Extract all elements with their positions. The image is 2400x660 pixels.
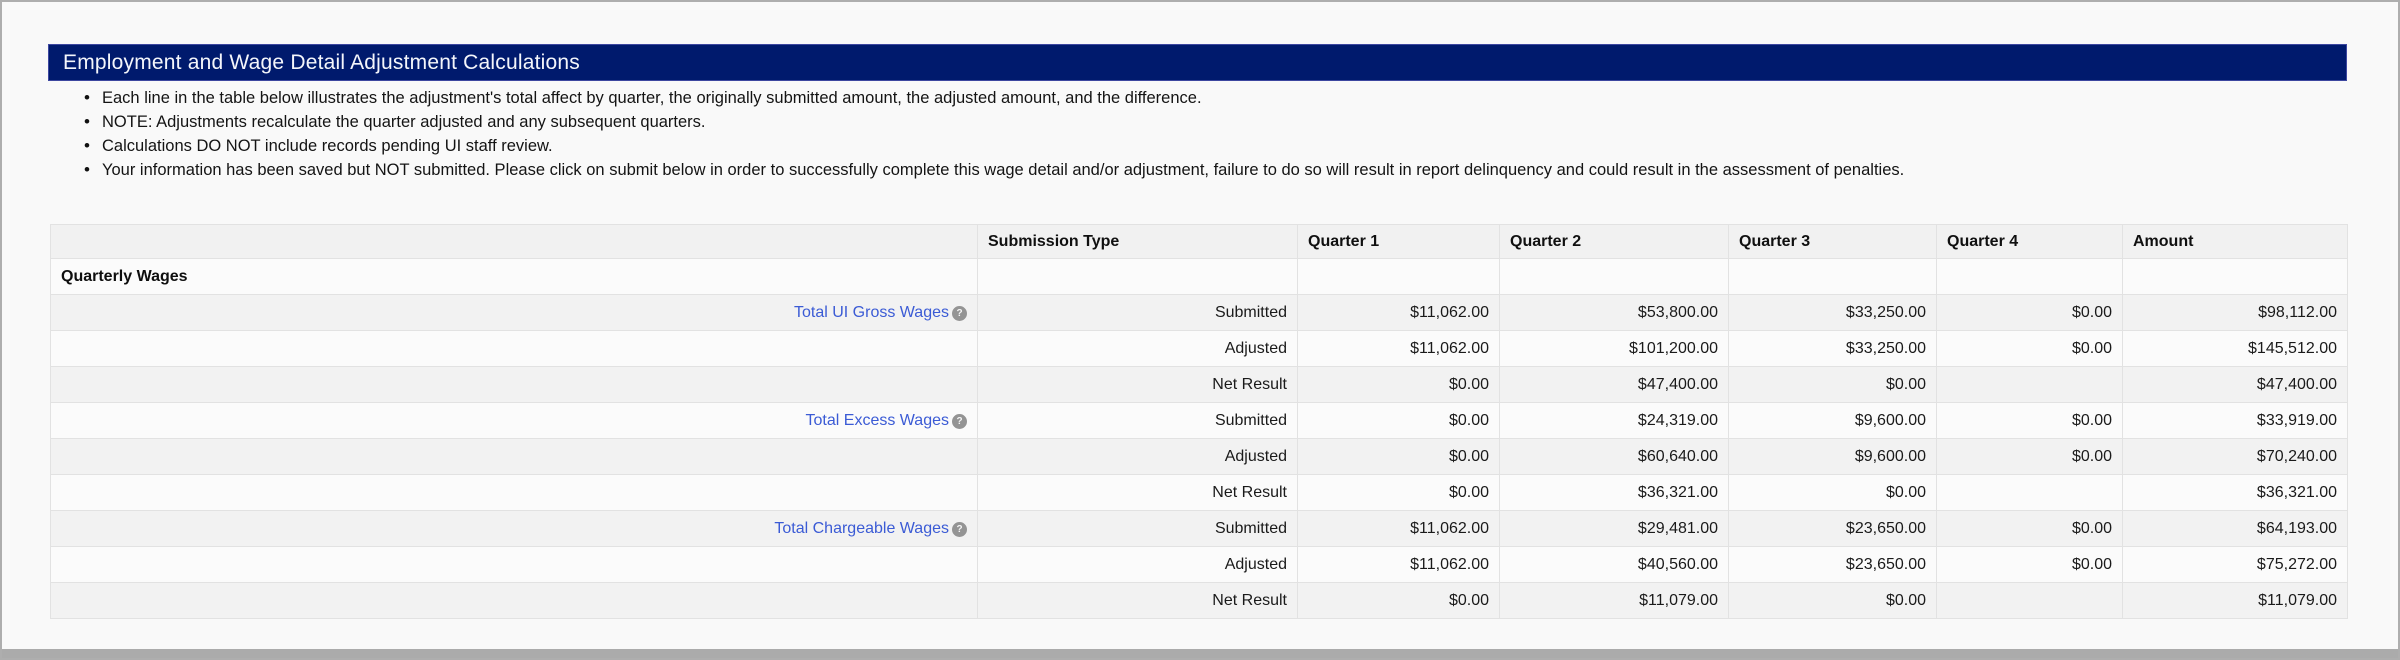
amount-cell: $11,079.00 — [2122, 582, 2348, 619]
help-icon[interactable]: ? — [952, 305, 967, 321]
help-icon[interactable]: ? — [952, 413, 967, 429]
q2-cell: $29,481.00 — [1499, 510, 1729, 547]
q1-cell: $11,062.00 — [1297, 546, 1500, 583]
table-row: Net Result $0.00 $11,079.00 $0.00 $11,07… — [50, 582, 2348, 619]
q4-cell: $0.00 — [1936, 294, 2123, 331]
notes-list: Each line in the table below illustrates… — [48, 86, 2348, 182]
header-quarter-1: Quarter 1 — [1297, 224, 1500, 259]
submission-type-cell: Submitted — [977, 294, 1298, 331]
q1-cell: $0.00 — [1297, 402, 1500, 439]
q3-cell: $33,250.00 — [1728, 294, 1937, 331]
note-item: Each line in the table below illustrates… — [48, 86, 2348, 110]
q4-cell — [1936, 582, 2123, 619]
q3-cell: $33,250.00 — [1728, 330, 1937, 367]
table-row: Total Chargeable Wages? Submitted $11,06… — [50, 510, 2348, 547]
amount-cell: $64,193.00 — [2122, 510, 2348, 547]
q1-cell: $0.00 — [1297, 366, 1500, 403]
q4-cell: $0.00 — [1936, 402, 2123, 439]
table-row: Total Excess Wages? Submitted $0.00 $24,… — [50, 402, 2348, 439]
table-row: Net Result $0.00 $36,321.00 $0.00 $36,32… — [50, 474, 2348, 511]
section-row: Quarterly Wages — [50, 258, 2348, 295]
amount-cell: $70,240.00 — [2122, 438, 2348, 475]
q2-cell: $60,640.00 — [1499, 438, 1729, 475]
q3-cell: $23,650.00 — [1728, 510, 1937, 547]
table-row: Net Result $0.00 $47,400.00 $0.00 $47,40… — [50, 366, 2348, 403]
adjustment-calculations-table: Submission Type Quarter 1 Quarter 2 Quar… — [50, 224, 2348, 619]
note-item: Your information has been saved but NOT … — [48, 158, 2348, 182]
header-quarter-3: Quarter 3 — [1728, 224, 1937, 259]
help-icon[interactable]: ? — [952, 521, 967, 537]
submission-type-cell: Net Result — [977, 474, 1298, 511]
section-label: Quarterly Wages — [50, 258, 978, 295]
q2-cell: $24,319.00 — [1499, 402, 1729, 439]
header-quarter-4: Quarter 4 — [1936, 224, 2123, 259]
amount-cell: $36,321.00 — [2122, 474, 2348, 511]
amount-cell: $47,400.00 — [2122, 366, 2348, 403]
q1-cell: $11,062.00 — [1297, 294, 1500, 331]
table-header-row: Submission Type Quarter 1 Quarter 2 Quar… — [50, 224, 2348, 259]
q2-cell: $53,800.00 — [1499, 294, 1729, 331]
total-chargeable-wages-link[interactable]: Total Chargeable Wages — [774, 519, 949, 537]
q1-cell: $0.00 — [1297, 438, 1500, 475]
table-row: Adjusted $11,062.00 $101,200.00 $33,250.… — [50, 330, 2348, 367]
q3-cell: $0.00 — [1728, 582, 1937, 619]
amount-cell: $145,512.00 — [2122, 330, 2348, 367]
q1-cell: $0.00 — [1297, 582, 1500, 619]
header-empty — [50, 224, 978, 259]
q1-cell: $0.00 — [1297, 474, 1500, 511]
q4-cell: $0.00 — [1936, 510, 2123, 547]
panel-title: Employment and Wage Detail Adjustment Ca… — [63, 50, 580, 74]
q2-cell: $101,200.00 — [1499, 330, 1729, 367]
q4-cell: $0.00 — [1936, 546, 2123, 583]
amount-cell: $33,919.00 — [2122, 402, 2348, 439]
q2-cell: $36,321.00 — [1499, 474, 1729, 511]
q2-cell: $40,560.00 — [1499, 546, 1729, 583]
submission-type-cell: Adjusted — [977, 546, 1298, 583]
table-row: Adjusted $11,062.00 $40,560.00 $23,650.0… — [50, 546, 2348, 583]
header-quarter-2: Quarter 2 — [1499, 224, 1729, 259]
submission-type-cell: Submitted — [977, 402, 1298, 439]
q3-cell: $0.00 — [1728, 474, 1937, 511]
q4-cell — [1936, 474, 2123, 511]
total-excess-wages-link[interactable]: Total Excess Wages — [805, 411, 949, 429]
q1-cell: $11,062.00 — [1297, 510, 1500, 547]
q3-cell: $0.00 — [1728, 366, 1937, 403]
amount-cell: $98,112.00 — [2122, 294, 2348, 331]
window-edge-strip — [2, 649, 2398, 658]
q1-cell: $11,062.00 — [1297, 330, 1500, 367]
note-item: Calculations DO NOT include records pend… — [48, 134, 2348, 158]
submission-type-cell: Adjusted — [977, 330, 1298, 367]
header-submission-type: Submission Type — [977, 224, 1298, 259]
q2-cell: $47,400.00 — [1499, 366, 1729, 403]
submission-type-cell: Submitted — [977, 510, 1298, 547]
amount-cell: $75,272.00 — [2122, 546, 2348, 583]
q2-cell: $11,079.00 — [1499, 582, 1729, 619]
q4-cell: $0.00 — [1936, 438, 2123, 475]
q3-cell: $9,600.00 — [1728, 402, 1937, 439]
q3-cell: $9,600.00 — [1728, 438, 1937, 475]
submission-type-cell: Adjusted — [977, 438, 1298, 475]
table-row: Total UI Gross Wages? Submitted $11,062.… — [50, 294, 2348, 331]
q3-cell: $23,650.00 — [1728, 546, 1937, 583]
panel-title-bar: Employment and Wage Detail Adjustment Ca… — [48, 44, 2347, 81]
note-item: NOTE: Adjustments recalculate the quarte… — [48, 110, 2348, 134]
submission-type-cell: Net Result — [977, 582, 1298, 619]
q4-cell — [1936, 366, 2123, 403]
header-amount: Amount — [2122, 224, 2348, 259]
submission-type-cell: Net Result — [977, 366, 1298, 403]
total-ui-gross-wages-link[interactable]: Total UI Gross Wages — [793, 303, 949, 321]
q4-cell: $0.00 — [1936, 330, 2123, 367]
table-row: Adjusted $0.00 $60,640.00 $9,600.00 $0.0… — [50, 438, 2348, 475]
